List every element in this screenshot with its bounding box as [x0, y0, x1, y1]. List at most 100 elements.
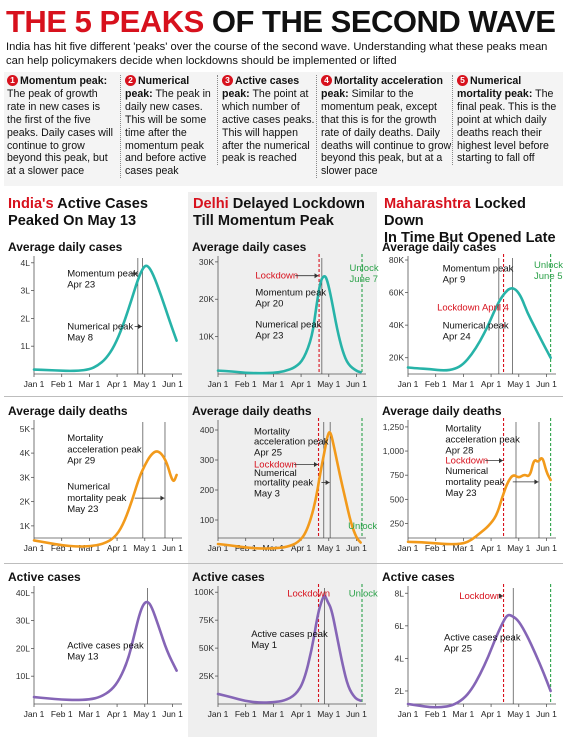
annotation-label: Unlock [534, 260, 563, 271]
x-tick-label: May 1 [507, 709, 530, 719]
x-tick-label: Mar 1 [79, 709, 101, 719]
annotation-arrowhead [138, 324, 142, 330]
annotation-date: May 23 [67, 504, 98, 515]
row-separator [4, 396, 563, 397]
x-tick-label: Mar 1 [263, 709, 285, 719]
annotation-label: Numerical peak [443, 320, 509, 331]
headline-red: THE 5 PEAKS [6, 4, 204, 39]
x-tick-label: Jan 1 [398, 543, 419, 553]
chart-maha-cases: Average daily cases 20K 40K 60K 80K Jan 1 Feb … [382, 240, 563, 389]
y-tick-label: 1,250 [383, 422, 405, 432]
x-tick-label: Jan 1 [208, 543, 229, 553]
y-tick-label: 100K [194, 587, 214, 597]
intro-text: India has hit five different 'peaks' ove… [6, 41, 548, 67]
x-tick-label: Jun 1 [536, 709, 557, 719]
annotation-label: Mortality [445, 424, 481, 435]
number-badge: 5 [457, 75, 468, 86]
definition-text: The peak of growth rate in new cases is … [7, 87, 113, 178]
annotation-date: Apr 25 [444, 643, 472, 654]
x-tick-label: Feb 1 [425, 543, 447, 553]
annotation-label: Lockdown [445, 456, 488, 467]
annotation-date: Apr 23 [255, 330, 283, 341]
header-line-2: Till Momentum Peak [193, 213, 334, 229]
y-tick-label: 500 [390, 494, 404, 504]
chart-title: Average daily deaths [8, 404, 128, 418]
chart-delhi-cases: Average daily cases 10K 20K 30K Jan 1 Feb 1 Ma… [192, 240, 379, 389]
x-tick-label: Feb 1 [235, 379, 257, 389]
annotation-label: acceleration peak [67, 445, 142, 456]
annotation-arrowhead [325, 480, 330, 485]
x-tick-label: Feb 1 [51, 379, 73, 389]
y-tick-label: 5K [20, 424, 31, 434]
y-tick-label: 1,000 [383, 446, 405, 456]
x-tick-label: Jan 1 [398, 709, 419, 719]
x-tick-label: May 1 [133, 543, 156, 553]
annotation-label: Momentum peak [67, 269, 138, 280]
headline: THE 5 PEAKS OF THE SECOND WAVE [6, 4, 561, 40]
x-tick-label: Jun 1 [346, 709, 367, 719]
x-tick-label: Mar 1 [263, 379, 285, 389]
annotation-label: Unlock [348, 521, 377, 532]
x-tick-label: Jan 1 [24, 709, 45, 719]
annotation-arrowhead [534, 479, 539, 485]
x-tick-label: Jan 1 [398, 379, 419, 389]
annotation-arrowhead [133, 271, 138, 277]
x-tick-label: May 1 [507, 543, 530, 553]
annotation-date: Apr 29 [67, 456, 95, 467]
x-tick-label: Apr 1 [291, 379, 312, 389]
annotation-label: Lockdown [287, 589, 330, 600]
y-tick-label: 8L [395, 588, 405, 598]
chart-title: Average daily deaths [192, 404, 312, 418]
y-tick-label: 20L [16, 643, 30, 653]
definition-term: Numerical mortality peak: [457, 75, 533, 100]
definition-term: Active cases peak: [222, 75, 300, 100]
x-tick-label: May 1 [133, 379, 156, 389]
india-column-header: India's Active Cases Peaked On May 13 [8, 196, 184, 230]
chart-title: Active cases [382, 570, 455, 584]
y-tick-label: 2L [21, 313, 31, 323]
series-line [216, 275, 362, 375]
definition-term: Numerical peak: [125, 75, 190, 100]
y-tick-label: 10K [199, 332, 214, 342]
delhi-column-background [188, 192, 377, 737]
x-tick-label: Jun 1 [536, 543, 557, 553]
annotation-label: Active cases peak [251, 629, 328, 640]
definition-text: Similar to the momentum peak, except tha… [321, 87, 452, 178]
annotation-date: June 5 [534, 271, 563, 282]
y-tick-label: 40L [16, 588, 30, 598]
y-tick-label: 1L [21, 341, 31, 351]
header-line-1: Active Cases [53, 196, 149, 212]
x-tick-label: Apr 1 [291, 709, 312, 719]
annotation-label: Lockdown [255, 271, 298, 282]
definition-3: 3 Active cases peak: The point at which n… [217, 75, 317, 166]
x-tick-label: Mar 1 [453, 543, 475, 553]
y-tick-label: 400 [200, 425, 214, 435]
chart-title: Active cases [192, 570, 265, 584]
y-tick-label: 3K [20, 472, 31, 482]
annotation-label: Numerical [254, 468, 297, 479]
annotation-date: May 13 [67, 651, 98, 662]
header-line-2: Peaked On May 13 [8, 213, 137, 229]
x-tick-label: Jan 1 [24, 543, 45, 553]
y-tick-label: 4K [20, 448, 31, 458]
x-tick-label: Apr 1 [481, 543, 502, 553]
annotation-label: acceleration peak [254, 436, 329, 447]
x-tick-label: Feb 1 [235, 709, 257, 719]
chart-title: Average daily cases [382, 240, 497, 254]
series-line [406, 287, 552, 372]
definition-text: The peak in daily new cases. This will b… [125, 87, 211, 178]
definition-5: 5 Numerical mortality peak: The final pea… [452, 75, 561, 166]
x-tick-label: Jun 1 [162, 543, 183, 553]
y-tick-label: 750 [390, 470, 404, 480]
y-tick-label: 4L [395, 653, 405, 663]
y-tick-label: 60K [389, 288, 404, 298]
annotation-date: Apr 24 [443, 331, 471, 342]
y-tick-label: 40K [389, 320, 404, 330]
x-tick-label: Jan 1 [208, 379, 229, 389]
y-tick-label: 20K [199, 294, 214, 304]
y-tick-label: 6L [395, 621, 405, 631]
annotation-date: May 3 [254, 489, 280, 500]
annotation-arrowhead [498, 593, 503, 599]
y-tick-label: 20K [389, 353, 404, 363]
annotation-date: May 8 [67, 333, 93, 344]
